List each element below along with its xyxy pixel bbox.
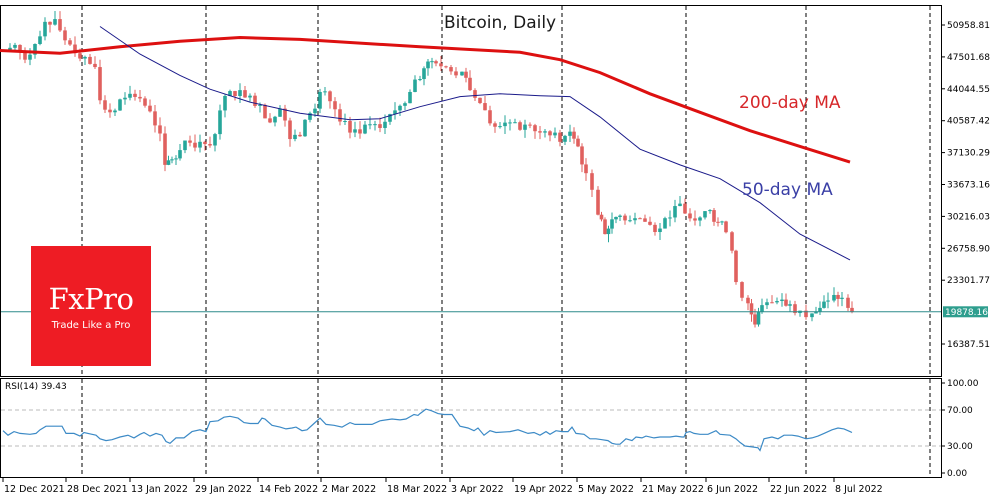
svg-text:50958.81: 50958.81 [947,21,990,31]
svg-text:13 Jan 2022: 13 Jan 2022 [131,484,188,495]
rsi-axis: 100.00 70.00 30.00 0.00 [941,379,979,479]
svg-text:30.00: 30.00 [947,442,973,452]
svg-text:26758.90: 26758.90 [947,244,990,254]
chart-title: Bitcoin, Daily [444,13,556,33]
svg-text:40587.42: 40587.42 [947,117,990,127]
rsi-level-lines [1,409,941,447]
svg-text:2 Mar 2022: 2 Mar 2022 [322,484,376,495]
svg-text:18 Mar 2022: 18 Mar 2022 [387,484,447,495]
ma200-line [0,35,851,164]
svg-text:16387.51: 16387.51 [947,340,990,350]
svg-text:30216.03: 30216.03 [947,212,990,222]
logo-tagline: Trade Like a Pro [51,320,131,331]
svg-text:3 Apr 2022: 3 Apr 2022 [451,484,504,495]
rsi-indicator-label: RSI(14) 39.43 [5,382,67,392]
date-axis: 12 Dec 2021 28 Dec 2021 13 Jan 2022 29 Jan … [2,478,883,495]
price-pane-frame [0,5,942,377]
ma50-line [99,26,851,261]
svg-text:12 Dec 2021: 12 Dec 2021 [4,484,65,495]
svg-text:5 May 2022: 5 May 2022 [578,484,634,495]
svg-text:29 Jan 2022: 29 Jan 2022 [195,484,252,495]
svg-text:22 Jun 2022: 22 Jun 2022 [770,484,827,495]
svg-text:33673.16: 33673.16 [947,181,990,191]
svg-text:37130.29: 37130.29 [947,149,990,159]
svg-text:19878.16: 19878.16 [945,308,988,318]
svg-text:23301.77: 23301.77 [947,276,990,286]
current-price-badge: 19878.16 [943,306,988,318]
svg-text:100.00: 100.00 [947,379,979,389]
svg-text:19 Apr 2022: 19 Apr 2022 [514,484,573,495]
svg-text:14 Feb 2022: 14 Feb 2022 [259,484,318,495]
svg-text:0.00: 0.00 [947,469,967,479]
svg-text:70.00: 70.00 [947,406,973,416]
svg-text:47501.68: 47501.68 [947,53,990,63]
logo-brand: FxPro [48,282,134,316]
vertical-grid-lines [81,6,931,477]
rsi-line [2,408,853,452]
fxpro-logo: FxPro Trade Like a Pro [31,246,151,366]
rsi-pane-frame [0,378,942,478]
ma50-annotation: 50-day MA [742,180,833,200]
svg-text:28 Dec 2021: 28 Dec 2021 [67,484,128,495]
svg-text:21 May 2022: 21 May 2022 [642,484,704,495]
svg-text:6 Jun 2022: 6 Jun 2022 [707,484,758,495]
svg-text:44044.55: 44044.55 [947,85,990,95]
ma200-annotation: 200-day MA [739,93,841,113]
svg-text:8 Jul 2022: 8 Jul 2022 [835,484,883,495]
price-axis: 50958.81 47501.68 44044.55 40587.42 37130.29… [941,21,990,350]
